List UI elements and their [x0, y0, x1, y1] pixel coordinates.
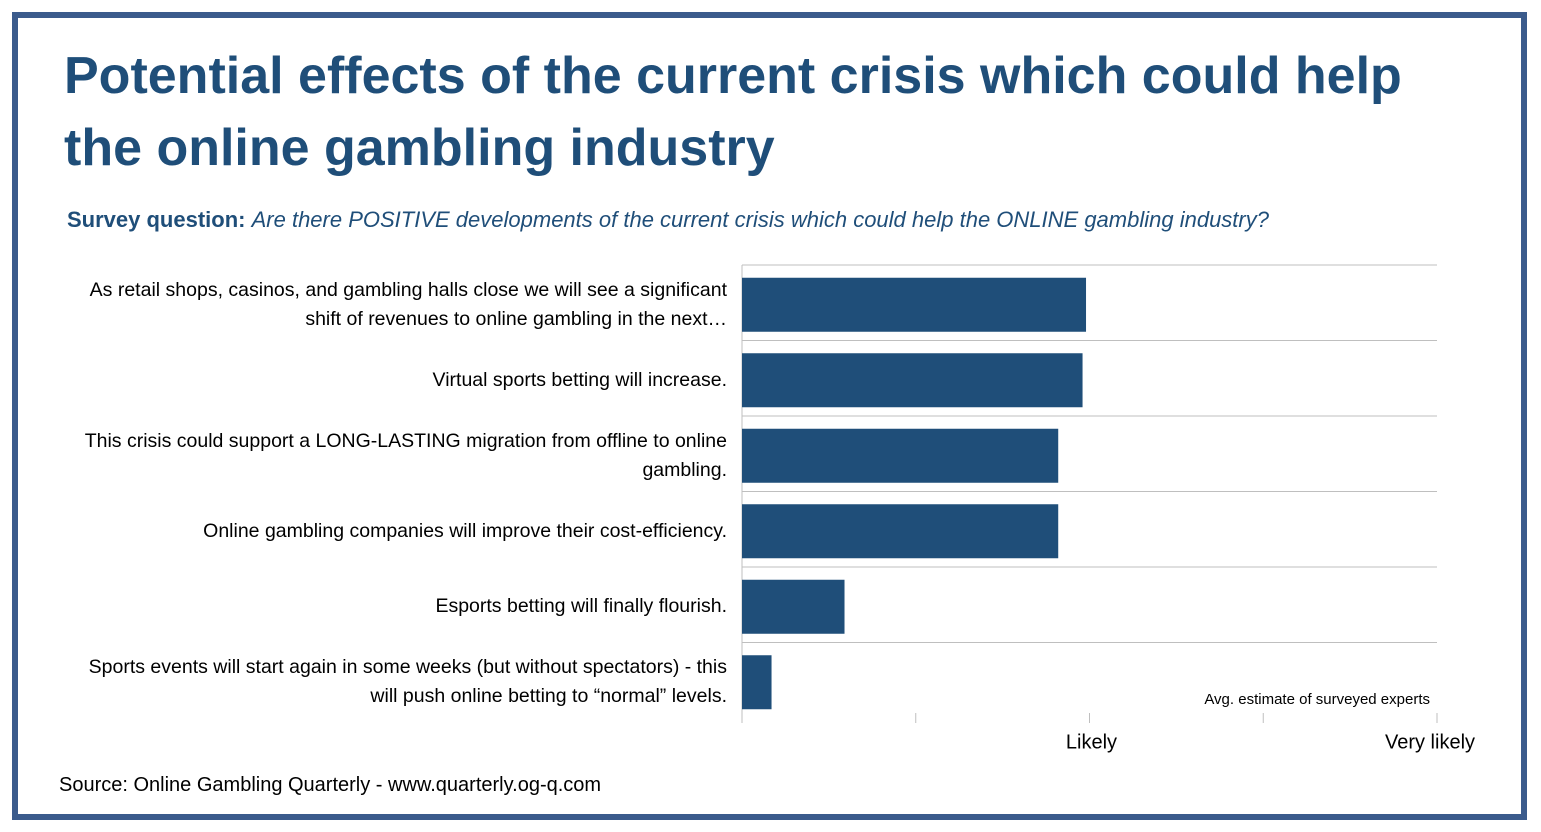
bar [742, 428, 1059, 483]
bar [742, 579, 845, 634]
category-text: Online gambling companies will improve t… [203, 519, 727, 542]
bar [742, 655, 772, 710]
category-label: As retail shops, casinos, and gambling h… [60, 267, 727, 343]
bar [742, 277, 1087, 332]
annotation: Avg. estimate of surveyed experts [1204, 691, 1430, 708]
category-label: Sports events will start again in some w… [60, 645, 727, 721]
subtitle-label: Survey question: [67, 207, 246, 232]
category-label: This crisis could support a LONG-LASTING… [60, 418, 727, 494]
category-text: Esports betting will finally flourish. [435, 595, 727, 618]
subtitle: Survey question: Are there POSITIVE deve… [67, 207, 1269, 233]
subtitle-text: Are there POSITIVE developments of the c… [251, 207, 1269, 232]
x-tick-label: Very likely [1385, 731, 1475, 753]
source: Source: Online Gambling Quarterly - www.… [59, 774, 602, 796]
category-text: This crisis could support a LONG-LASTING… [84, 429, 727, 481]
category-text: Sports events will start again in some w… [88, 656, 727, 708]
chart-title: Potential effects of the current crisis … [64, 47, 1402, 177]
x-tick-label: Likely [1066, 731, 1117, 753]
category-label: Online gambling companies will improve t… [60, 494, 727, 570]
category-text: Virtual sports betting will increase. [432, 368, 727, 391]
bar [742, 353, 1083, 408]
category-text: As retail shops, casinos, and gambling h… [89, 278, 727, 330]
category-label: Esports betting will finally flourish. [60, 569, 727, 645]
bar [742, 504, 1059, 559]
category-label: Virtual sports betting will increase. [60, 343, 727, 419]
